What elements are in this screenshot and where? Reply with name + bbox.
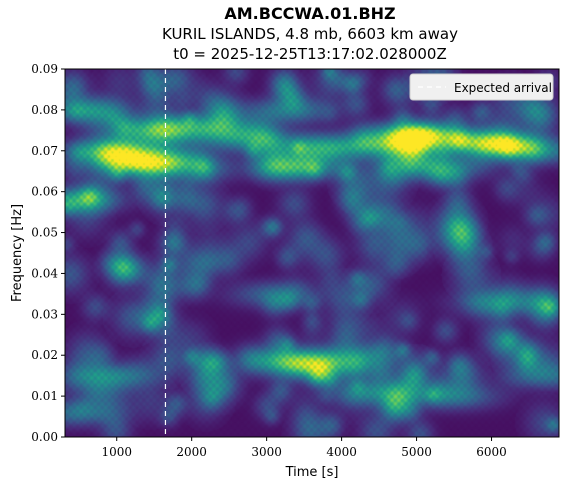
y-tick-label: 0.07 [31, 144, 58, 158]
plot-area [64, 68, 560, 438]
spectrogram-heatmap [65, 69, 559, 437]
y-tick-label: 0.09 [31, 62, 58, 76]
y-tick-label: 0.06 [31, 185, 58, 199]
y-axis: 0.00 0.01 0.02 0.03 0.04 0.05 0.06 0.07 0.08 0.09 [31, 62, 65, 444]
x-tick-label: 4000 [326, 445, 357, 459]
y-tick-label: 0.05 [31, 226, 58, 240]
x-tick-label: 5000 [401, 445, 432, 459]
chart-title-station: AM.BCCWA.01.BHZ [224, 4, 396, 23]
y-tick-label: 0.00 [31, 430, 58, 444]
y-tick-label: 0.02 [31, 348, 58, 362]
plot-frame [64, 68, 560, 438]
x-tick-label: 2000 [176, 445, 207, 459]
y-tick-label: 0.01 [31, 389, 58, 403]
x-tick-label: 1000 [101, 445, 132, 459]
legend-box [409, 73, 554, 101]
chart-title-origin-time: t0 = 2025-12-25T13:17:02.028000Z [173, 45, 447, 63]
legend: Expected arrival [409, 73, 554, 101]
y-tick-label: 0.04 [31, 266, 58, 280]
x-tick-label: 6000 [476, 445, 507, 459]
x-tick-label: 3000 [251, 445, 282, 459]
y-tick-label: 0.03 [31, 307, 58, 321]
x-axis-label: Time [s] [285, 465, 339, 480]
x-axis: 1000 2000 3000 4000 5000 6000 [101, 437, 507, 459]
legend-entry-expected-arrival: Expected arrival [454, 81, 552, 95]
y-tick-label: 0.08 [31, 103, 58, 117]
chart-title-event: KURIL ISLANDS, 4.8 mb, 6603 km away [162, 25, 458, 43]
y-axis-label: Frequency [Hz] [10, 204, 25, 302]
